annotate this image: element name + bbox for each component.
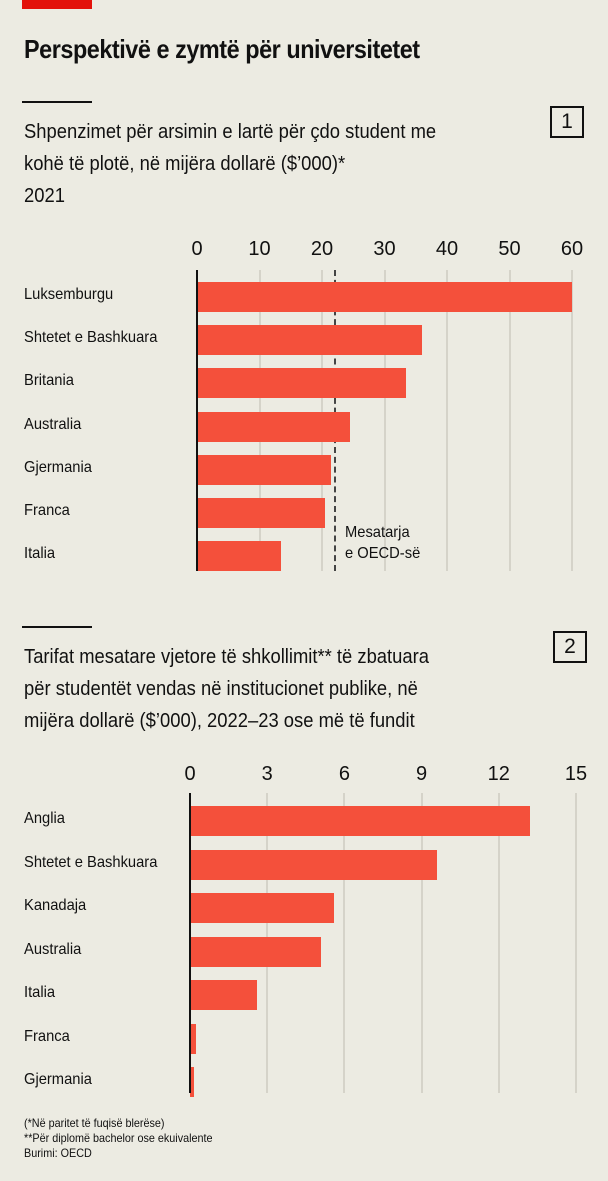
chart1-gridline	[571, 270, 573, 571]
chart2-tick-label: 6	[338, 763, 350, 785]
chart2-bar	[190, 806, 530, 836]
chart1-subtitle-line: Shpenzimet për arsimin e lartë për çdo s…	[24, 121, 437, 143]
chart1-bar	[197, 498, 326, 528]
chart1-tick-label: 30	[373, 238, 396, 260]
footnote-ppp: (*Në paritet të fuqisë blerëse)	[24, 1116, 165, 1130]
chart2-gridline	[575, 793, 577, 1093]
chart2-category-label: Kanadaja	[24, 897, 87, 914]
chart2-category-label: Anglia	[24, 810, 65, 827]
chart1-category-label: Australia	[24, 415, 82, 433]
chart2-bar	[190, 980, 257, 1010]
footnote-bachelor: **Për diplomë bachelor ose ekuivalente	[24, 1131, 213, 1145]
chart1-number-badge: 1	[550, 106, 584, 138]
chart1-average-label-line: Mesatarja	[344, 524, 410, 541]
chart2-bar	[190, 893, 335, 923]
chart1-bar	[197, 282, 572, 312]
chart2-gridline	[497, 793, 500, 1093]
footnotes: (*Në paritet të fuqisë blerëse) **Për di…	[24, 1116, 213, 1161]
chart1-category-label: Gjermania	[24, 458, 92, 476]
chart1-subtitle-line: 2021	[24, 185, 65, 207]
chart1-tick-label: 60	[560, 238, 584, 260]
chart2-category-label: Franca	[24, 1027, 70, 1045]
chart2-tick-label: 9	[416, 763, 428, 785]
chart1-tick-label: 10	[248, 238, 271, 260]
chart2-rule	[22, 626, 92, 628]
source-note: Burimi: OECD	[24, 1146, 92, 1160]
chart2-zero-axis	[189, 793, 191, 1093]
chart1-category-label: Shtetet e Bashkuara	[24, 329, 158, 347]
chart2-tick-label: 15	[564, 763, 588, 785]
chart1-bar	[197, 325, 422, 356]
chart2-gridline	[343, 793, 346, 1093]
chart2-category-label: Australia	[24, 940, 82, 958]
chart2-bar	[190, 936, 322, 967]
chart1-subtitle: Shpenzimet për arsimin e lartë për çdo s…	[24, 116, 539, 212]
chart2-category-label: Italia	[24, 984, 56, 1001]
chart1-bar	[197, 368, 407, 399]
chart1-gridline	[383, 270, 386, 571]
chart1-category-label: Britania	[24, 372, 74, 390]
chart2-number-badge: 2	[553, 631, 587, 663]
chart1-category-label: Italia	[24, 545, 56, 563]
chart1-tick-label: 40	[435, 238, 459, 260]
chart1-zero-axis	[196, 270, 198, 571]
page-title: Perspektivë e zymtë për universitetet	[24, 34, 420, 64]
chart2-bar	[190, 1023, 197, 1054]
chart2-category-label: Gjermania	[24, 1071, 92, 1088]
chart2-subtitle-line: mijëra dollarë ($’000), 2022–23 ose më t…	[24, 710, 415, 732]
chart1-average-label: Mesatarja e OECD-së	[345, 522, 420, 564]
chart2-subtitle: Tarifat mesatare vjetore të shkollimit**…	[24, 641, 539, 737]
chart2-tick-label: 12	[487, 763, 510, 785]
chart2-category-label: Shtetet e Bashkuara	[24, 853, 158, 871]
chart1-category-label: Franca	[24, 502, 70, 519]
chart1-tick-label: 0	[191, 238, 203, 260]
chart1-subtitle-line: kohë të plotë, në mijëra dollarë ($’000)…	[24, 153, 346, 175]
chart1: 0 10 20 30 40 50 60 Mesatarja e OECD-së Luksembur…	[0, 238, 608, 578]
chart2-subtitle-line: Tarifat mesatare vjetore të shkollimit**…	[24, 646, 429, 668]
chart2-subtitle-line: për studentët vendas në institucionet pu…	[24, 678, 418, 700]
chart1-category-label: Luksemburgu	[24, 286, 114, 303]
chart2-tick-label: 3	[261, 763, 273, 785]
chart1-tick-label: 20	[310, 238, 334, 260]
chart1-gridline	[446, 270, 448, 571]
chart1-bar	[197, 411, 351, 442]
chart1-gridline	[508, 270, 511, 571]
chart1-average-label-line: e OECD-së	[344, 545, 420, 562]
chart1-tick-label: 50	[498, 238, 521, 260]
chart1-bar	[197, 454, 332, 485]
chart2: 0 3 6 9 12 15 Anglia Shtetet e Bashkuara Kanadaj…	[0, 763, 608, 1103]
accent-tab	[22, 0, 92, 9]
chart2-bar	[190, 1067, 194, 1097]
chart2-bar	[190, 849, 438, 880]
chart1-rule	[22, 101, 92, 103]
chart1-bar	[197, 541, 282, 572]
chart2-tick-label: 0	[184, 763, 196, 785]
chart2-gridline	[420, 793, 423, 1093]
